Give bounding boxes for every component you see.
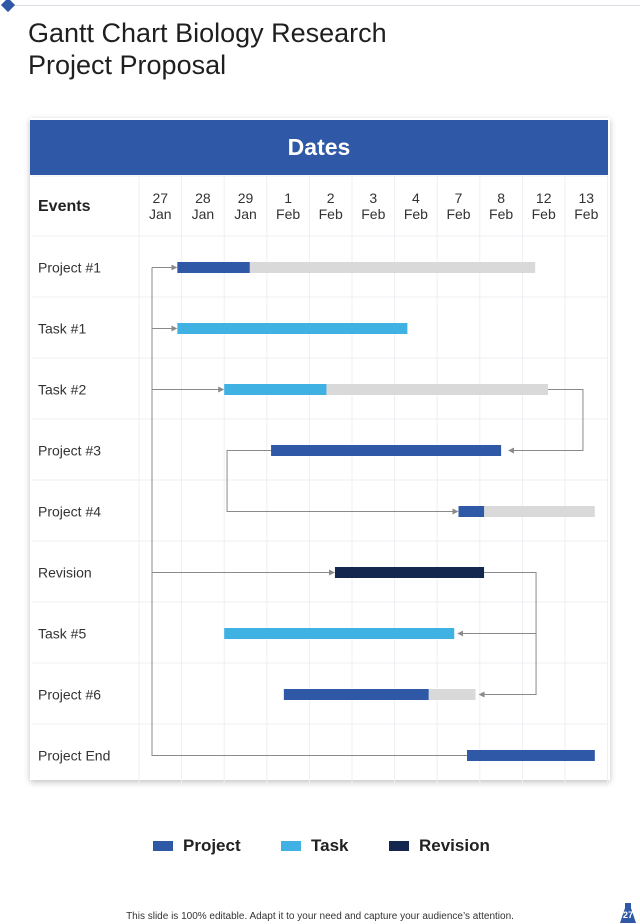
gantt-bar-project [177,262,250,273]
connector-arrow [226,450,459,515]
row-label: Revision [38,565,92,581]
page-title-line-2: Project Proposal [28,50,227,80]
legend-swatch-task [281,841,301,851]
date-day-label: 8 [497,190,505,206]
date-month-label: Feb [446,206,470,222]
page-title-line-1: Gantt Chart Biology Research [28,18,387,48]
row-label: Project #4 [38,504,101,520]
legend-label-revision: Revision [419,836,490,855]
date-month-label: Jan [192,206,215,222]
date-month-label: Feb [532,206,556,222]
legend: Project Task Revision [0,836,640,860]
row-label: Task #2 [38,382,86,398]
gantt-bar-remaining [428,689,476,700]
date-day-label: 3 [369,190,377,206]
date-month-label: Feb [404,206,428,222]
date-day-label: 28 [195,190,211,206]
dates-header: Dates [30,120,608,175]
row-label: Project End [38,748,110,764]
legend-swatch-revision [389,841,409,851]
row-label: Task #5 [38,626,86,642]
date-day-label: 27 [153,190,169,206]
page-title: Gantt Chart Biology Research Project Pro… [28,17,588,81]
date-month-label: Jan [149,206,172,222]
gantt-bar-remaining [484,506,595,517]
date-month-label: Feb [319,206,343,222]
row-label: Project #6 [38,687,101,703]
connector-trunk [151,267,468,756]
row-label: Project #3 [38,443,101,459]
gantt-bar-task [224,628,455,639]
gantt-bar-project [458,506,485,517]
date-month-label: Jan [234,206,257,222]
legend-label-task: Task [311,836,349,855]
events-label: Events [38,198,91,215]
date-day-label: 12 [536,190,552,206]
gantt-bar-project [467,750,595,761]
legend-item-revision: Revision [389,836,490,856]
date-month-label: Feb [361,206,385,222]
row-label: Task #1 [38,321,86,337]
date-month-label: Feb [489,206,513,222]
date-day-label: 1 [284,190,292,206]
legend-item-project: Project [153,836,241,856]
gantt-bar-revision [334,567,485,578]
date-day-label: 13 [579,190,595,206]
gantt-bar-task [177,323,408,334]
page-badge-icon [620,903,636,923]
gantt-bar-remaining [249,262,536,273]
gantt-bar-project [271,445,502,456]
legend-swatch-project [153,841,173,851]
date-day-label: 2 [327,190,335,206]
date-month-label: Feb [276,206,300,222]
date-day-label: 4 [412,190,420,206]
legend-item-task: Task [281,836,349,856]
date-month-label: Feb [574,206,598,222]
page-number: 27 [622,910,633,920]
footer-note: This slide is 100% editable. Adapt it to… [126,911,514,922]
gantt-bar-project [283,689,429,700]
connector-arrow [508,389,584,454]
row-label: Project #1 [38,260,101,276]
date-day-label: 7 [455,190,463,206]
top-rule [10,5,640,6]
gantt-bar-remaining [326,384,548,395]
date-day-label: 29 [238,190,254,206]
gantt-bar-task [224,384,327,395]
legend-label-project: Project [183,836,241,855]
